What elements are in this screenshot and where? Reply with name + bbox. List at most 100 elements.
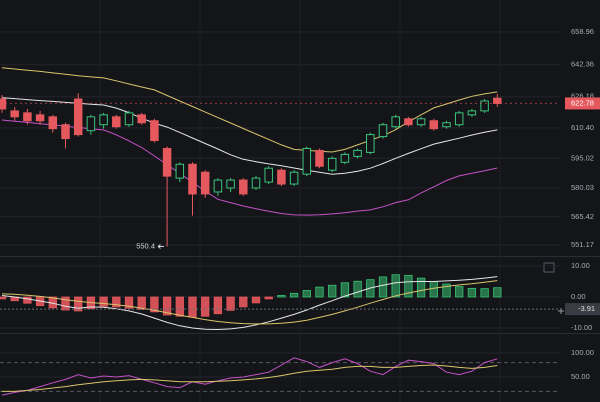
histogram-bar <box>74 296 83 312</box>
indicator-line <box>1 280 498 325</box>
histogram-bar <box>213 296 223 315</box>
candle-body <box>416 118 426 126</box>
candle-body <box>10 110 19 118</box>
candle-body <box>442 122 451 128</box>
candle-body <box>391 116 400 128</box>
histogram-bar <box>175 296 184 317</box>
candle-body <box>429 120 439 130</box>
indicator-line <box>1 119 498 216</box>
histogram-bar <box>0 296 7 300</box>
candle-body <box>150 120 159 142</box>
histogram-bar <box>150 296 159 313</box>
annotation-arrowhead <box>157 244 161 249</box>
histogram-bar <box>289 292 299 298</box>
y-tick-label: 551.17 <box>571 240 594 249</box>
histogram-bar <box>455 286 464 298</box>
candle-body <box>112 116 121 128</box>
y-tick-label: 626.18 <box>571 92 594 101</box>
candle-body <box>175 163 185 179</box>
candle-body <box>23 112 32 122</box>
candle-body <box>289 171 299 185</box>
histogram-bar <box>251 296 261 304</box>
histogram-bar <box>162 296 172 316</box>
candle-body <box>35 114 45 122</box>
y-tick-label: 565.42 <box>571 212 594 221</box>
candle-body <box>493 97 502 104</box>
histogram-bar <box>391 274 400 298</box>
candle-body <box>404 118 413 126</box>
histogram-bar <box>353 280 362 298</box>
y-tick-label: 595.02 <box>571 153 594 162</box>
indicator-line <box>1 67 498 153</box>
histogram-bar <box>188 296 197 318</box>
histogram-bar <box>239 296 248 308</box>
histogram-bar <box>404 274 413 298</box>
candle-body <box>327 157 337 171</box>
histogram-bar <box>378 276 388 298</box>
candle-body <box>315 149 324 167</box>
histogram-bar <box>264 296 273 300</box>
candle-body <box>61 124 70 140</box>
candle-body <box>251 177 261 189</box>
candle-body <box>162 147 172 177</box>
marker-label: -3.91 <box>578 304 595 313</box>
y-tick-label: 0.00 <box>571 292 586 301</box>
candle-body <box>378 124 388 138</box>
candle-body <box>137 114 146 124</box>
histogram-bar <box>277 295 286 298</box>
indicator-line <box>1 357 498 396</box>
histogram-bar <box>467 287 477 298</box>
y-tick-label: 580.03 <box>571 183 594 192</box>
y-tick-label: 10.00 <box>571 261 590 270</box>
y-tick-label: 610.40 <box>571 123 594 132</box>
y-tick-label: 642.36 <box>571 60 594 69</box>
indicator-line <box>2 364 498 392</box>
candle-body <box>86 116 96 132</box>
histogram-bar <box>302 290 311 298</box>
candle-body <box>213 179 223 193</box>
candle-body <box>264 167 273 183</box>
panel-icon[interactable] <box>543 262 555 273</box>
histogram-bar <box>493 287 502 298</box>
candle-body <box>467 110 477 116</box>
y-tick-label: 50.00 <box>571 372 590 381</box>
candle-body <box>454 112 464 126</box>
candle-body <box>277 169 286 185</box>
histogram-bar <box>201 296 210 317</box>
plus-icon[interactable] <box>558 308 564 314</box>
histogram-bar <box>23 296 32 304</box>
histogram-bar <box>480 288 489 298</box>
low-annotation: 550.4 <box>136 241 155 250</box>
candle-body <box>239 179 248 195</box>
histogram-bar <box>61 296 70 311</box>
candle-body <box>480 100 489 112</box>
histogram-bar <box>429 281 438 298</box>
candle-body <box>73 98 83 136</box>
marker-badge <box>565 303 600 316</box>
histogram-bar <box>99 296 108 307</box>
indicator-line <box>1 97 498 175</box>
last-price-label: 622.78 <box>571 98 594 107</box>
histogram-bar <box>112 296 121 308</box>
last-price-badge <box>565 97 600 110</box>
histogram-bar <box>328 284 337 298</box>
y-tick-label: -10.00 <box>571 323 592 332</box>
candle-body <box>340 153 350 163</box>
histogram-bar <box>340 282 350 298</box>
candle-body <box>200 171 210 195</box>
candle-body <box>188 163 197 195</box>
candle-body <box>366 134 375 153</box>
y-tick-label: 100.00 <box>571 348 594 357</box>
histogram-bar <box>124 296 134 309</box>
histogram-bar <box>315 286 324 298</box>
candle-body <box>0 98 7 110</box>
candle-body <box>48 116 58 130</box>
candle-body <box>353 149 362 157</box>
y-tick-label: 658.96 <box>571 27 594 36</box>
histogram-bar <box>442 283 451 298</box>
candle-body <box>302 147 312 175</box>
candle-body <box>99 114 108 126</box>
histogram-bar <box>226 296 235 311</box>
